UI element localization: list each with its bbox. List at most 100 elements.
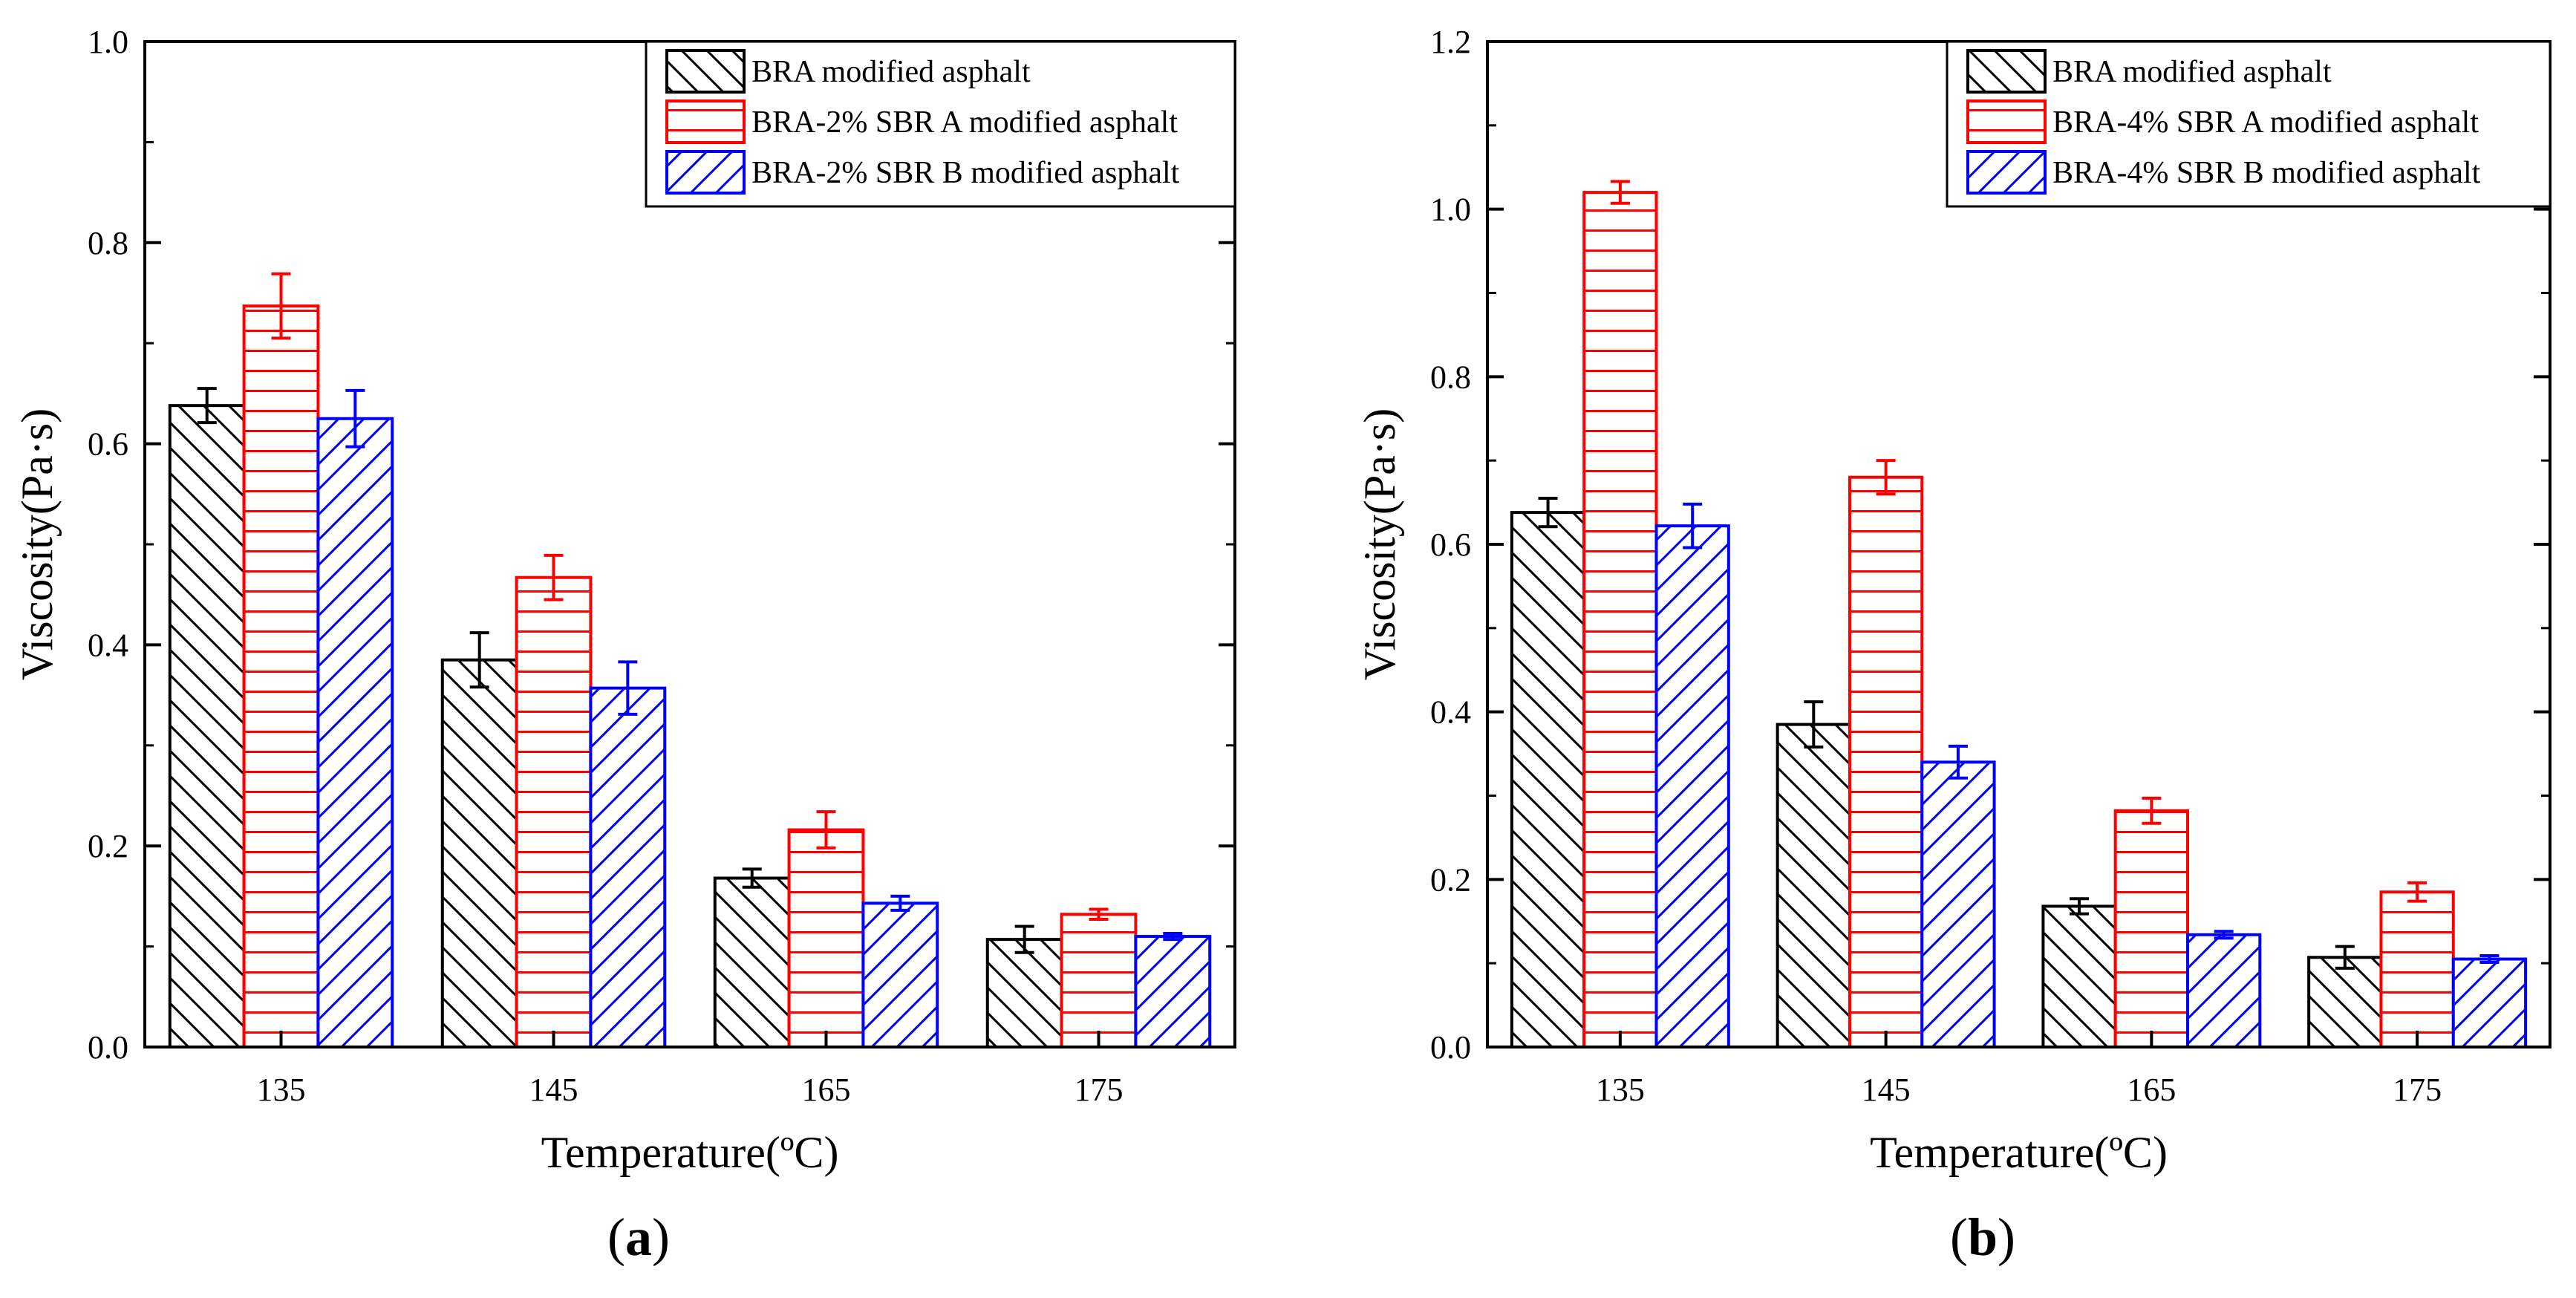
error-bar-165-series-2 xyxy=(816,810,836,849)
legend-box xyxy=(1946,40,2551,208)
error-bar-165-series-3 xyxy=(2214,930,2234,940)
y-axis: 0.0 0.2 0.4 0.6 0.8 1.0 xyxy=(88,24,1235,1066)
y-tick-label: 0.6 xyxy=(88,426,128,463)
error-bar-165-series-1 xyxy=(742,867,762,889)
charts-root: 0.0 0.2 0.4 0.6 0.8 1.0 135 145 165 175 Temperatur… xyxy=(13,24,2551,1267)
bar-175-series-3 xyxy=(2451,957,2528,1049)
bar-135-series-3 xyxy=(1654,524,1730,1048)
y-axis: 0.0 0.2 0.4 0.6 0.8 1.0 1.2 xyxy=(1430,24,2550,1066)
y-tick-label: 0.6 xyxy=(1430,526,1471,563)
legend-swatch-series-1 xyxy=(665,49,746,94)
bars xyxy=(1510,180,2528,1049)
error-bar-135-series-3 xyxy=(1683,502,1703,549)
legend: BRA modified asphalt BRA-2% SBR A modifie… xyxy=(645,40,1236,208)
bar-165-series-1 xyxy=(713,876,791,1048)
error-bar-135-series-2 xyxy=(1610,180,1630,205)
legend-label-series-2: BRA-4% SBR A modified asphalt xyxy=(2052,105,2479,140)
x-tick-label-175: 175 xyxy=(2393,1072,2442,1108)
y-tick-label: 0.4 xyxy=(1430,694,1471,731)
bar-145-series-1 xyxy=(1776,723,1851,1048)
error-bar-145-series-2 xyxy=(544,553,564,601)
bar-145-series-2 xyxy=(515,575,593,1048)
legend-label-series-2: BRA-2% SBR A modified asphalt xyxy=(751,105,1178,140)
x-axis: 135 145 165 175 xyxy=(1596,1031,2442,1108)
legend: BRA modified asphalt BRA-4% SBR A modifie… xyxy=(1946,40,2551,208)
error-bar-175-series-1 xyxy=(1014,924,1034,954)
bar-145-series-1 xyxy=(440,658,518,1048)
x-axis-title: Temperature(ºC) xyxy=(541,1128,839,1177)
bar-175-series-2 xyxy=(1060,913,1138,1048)
bar-165-series-2 xyxy=(787,828,865,1048)
y-tick-label: 1.0 xyxy=(88,24,128,60)
bars xyxy=(168,272,1212,1049)
y-axis-title: Viscosity(Pa·s) xyxy=(13,408,62,680)
y-tick-label: 0.4 xyxy=(88,627,128,663)
bar-135-series-2 xyxy=(242,304,320,1048)
error-bar-165-series-2 xyxy=(2142,796,2162,825)
legend-label-series-1: BRA modified asphalt xyxy=(751,55,1031,89)
chart-panel-2: 0.0 0.2 0.4 0.6 0.8 1.0 1.2 135 145 165 175 Tempera… xyxy=(1355,24,2551,1267)
bar-165-series-3 xyxy=(861,901,939,1049)
y-axis-title: Viscosity(Pa·s) xyxy=(1355,408,1404,680)
error-bar-145-series-3 xyxy=(618,660,638,716)
error-bar-165-series-1 xyxy=(2070,897,2090,916)
y-tick-label: 0.8 xyxy=(88,225,128,261)
x-tick-label-135: 135 xyxy=(257,1072,306,1108)
legend-swatch-series-3 xyxy=(1966,150,2047,195)
legend-label-series-3: BRA-2% SBR B modified asphalt xyxy=(751,156,1180,190)
bar-145-series-2 xyxy=(1848,475,1924,1048)
bar-145-series-3 xyxy=(589,686,667,1048)
error-bar-145-series-1 xyxy=(469,631,489,689)
error-bar-145-series-1 xyxy=(1804,700,1824,749)
bar-175-series-3 xyxy=(1134,935,1212,1049)
legend-swatch-series-3 xyxy=(665,150,746,195)
y-tick-label: 0.0 xyxy=(88,1029,128,1066)
panel-label: (b) xyxy=(1950,1207,2015,1267)
x-tick-label-165: 165 xyxy=(2127,1072,2176,1108)
bar-175-series-1 xyxy=(985,938,1063,1048)
bar-175-series-2 xyxy=(2379,890,2455,1048)
error-bar-165-series-3 xyxy=(890,894,910,912)
chart-panel-1: 0.0 0.2 0.4 0.6 0.8 1.0 135 145 165 175 Temperatur… xyxy=(13,24,1236,1267)
x-tick-label-175: 175 xyxy=(1075,1072,1124,1108)
x-tick-label-135: 135 xyxy=(1596,1072,1645,1108)
legend-label-series-3: BRA-4% SBR B modified asphalt xyxy=(2052,156,2481,190)
bar-165-series-2 xyxy=(2113,809,2190,1049)
error-bar-135-series-3 xyxy=(345,388,365,449)
error-bar-135-series-2 xyxy=(271,272,291,340)
error-bar-175-series-2 xyxy=(2407,881,2427,903)
error-bar-135-series-1 xyxy=(1538,496,1558,529)
y-tick-label: 0.0 xyxy=(1430,1029,1471,1066)
legend-swatch-series-2 xyxy=(665,100,746,144)
bar-135-series-1 xyxy=(1510,511,1586,1048)
error-bar-175-series-3 xyxy=(1163,931,1183,942)
x-axis: 135 145 165 175 xyxy=(257,1031,1124,1108)
legend-swatch-series-1 xyxy=(1966,49,2047,94)
y-tick-label: 1.0 xyxy=(1430,192,1471,228)
x-axis-title: Temperature(ºC) xyxy=(1870,1128,2168,1177)
x-tick-label-165: 165 xyxy=(802,1072,851,1108)
error-bar-175-series-3 xyxy=(2479,954,2500,965)
x-tick-label-145: 145 xyxy=(1862,1072,1911,1108)
error-bar-145-series-3 xyxy=(1948,744,1968,780)
bar-165-series-1 xyxy=(2041,904,2117,1048)
error-bar-175-series-2 xyxy=(1089,907,1109,922)
y-tick-label: 1.2 xyxy=(1430,24,1471,60)
error-bar-175-series-1 xyxy=(2335,945,2355,970)
bar-135-series-2 xyxy=(1582,191,1658,1049)
bar-145-series-3 xyxy=(1920,760,1996,1049)
bar-175-series-1 xyxy=(2307,956,2383,1048)
legend-label-series-1: BRA modified asphalt xyxy=(2052,55,2332,89)
y-tick-label: 0.2 xyxy=(1430,861,1471,898)
y-tick-label: 0.8 xyxy=(1430,359,1471,395)
y-tick-label: 0.2 xyxy=(88,828,128,864)
panel-label: (a) xyxy=(607,1207,670,1267)
x-tick-label-145: 145 xyxy=(529,1072,578,1108)
error-bar-135-series-1 xyxy=(197,387,217,425)
bar-165-series-3 xyxy=(2186,933,2262,1049)
legend-swatch-series-2 xyxy=(1966,100,2047,144)
bar-135-series-1 xyxy=(168,404,246,1048)
bar-135-series-3 xyxy=(316,417,394,1048)
error-bar-145-series-2 xyxy=(1876,459,1896,496)
